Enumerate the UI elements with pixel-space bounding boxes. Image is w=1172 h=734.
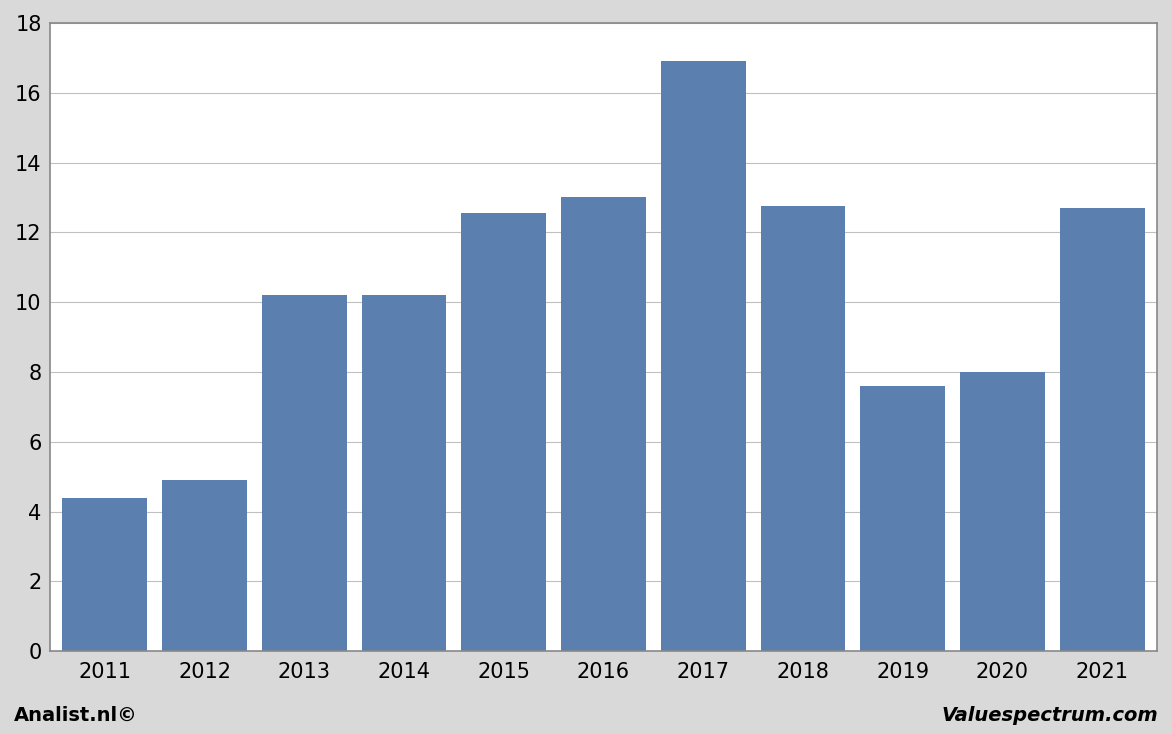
Bar: [860, 386, 945, 651]
Bar: [561, 197, 646, 651]
Bar: [162, 480, 247, 651]
Bar: [661, 62, 745, 651]
Bar: [62, 498, 148, 651]
Text: Valuespectrum.com: Valuespectrum.com: [941, 706, 1158, 725]
Bar: [761, 206, 845, 651]
Bar: [261, 295, 347, 651]
Bar: [362, 295, 447, 651]
Bar: [1059, 208, 1145, 651]
Bar: [462, 213, 546, 651]
Text: Analist.nl©: Analist.nl©: [14, 706, 138, 725]
Bar: [960, 372, 1044, 651]
